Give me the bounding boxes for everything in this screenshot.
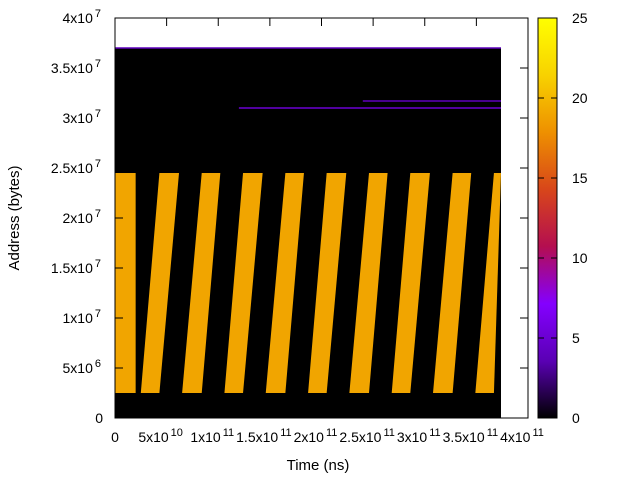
y-tick-label: 2x10 7 — [63, 208, 101, 226]
heatmap-band — [140, 173, 180, 393]
x-tick-label: 4x10 11 — [500, 427, 544, 445]
heatmap-band — [433, 173, 472, 393]
heatmap-band-edge — [115, 173, 136, 393]
heatmap-band — [475, 173, 501, 393]
y-tick-label: 1x10 7 — [63, 308, 101, 326]
y-axis: 0 5x10 6 1x10 7 1.5x10 7 2x10 7 2.5x10 7 3x10 7 3.5x1… — [51, 8, 528, 426]
x-tick-label: 3.5x10 11 — [443, 427, 498, 445]
colorbar-tick-label: 20 — [572, 90, 588, 106]
plot-area — [114, 17, 529, 419]
x-tick-label: 5x10 10 — [138, 427, 183, 445]
x-tick-label: 1x10 11 — [190, 427, 234, 445]
colorbar: 0 5 10 15 20 25 — [537, 10, 588, 426]
y-tick-label: 4x10 7 — [63, 8, 101, 26]
y-tick-label: 3.5x10 7 — [51, 58, 101, 76]
x-tick-label: 3x10 11 — [397, 427, 441, 445]
heatmap-band — [182, 173, 221, 393]
heatmap-bands — [115, 173, 501, 393]
x-tick-label: 2.5x10 11 — [339, 427, 394, 445]
y-tick-label: 2.5x10 7 — [51, 158, 101, 176]
y-tick-label: 1.5x10 7 — [51, 258, 101, 276]
y-tick-label: 5x10 6 — [63, 358, 101, 376]
colorbar-tick-label: 25 — [572, 10, 588, 26]
x-tick-label: 0 — [111, 429, 119, 445]
colorbar-ticks: 0 5 10 15 20 25 — [538, 10, 588, 426]
x-tick-label: 2x10 11 — [294, 427, 338, 445]
heatmap-band — [349, 173, 388, 393]
x-axis-label: Time (ns) — [287, 457, 350, 474]
y-tick-label: 0 — [95, 410, 103, 426]
x-tick-label: 1.5x10 11 — [236, 427, 291, 445]
heatmap-lines — [115, 47, 501, 109]
colorbar-tick-label: 5 — [572, 330, 580, 346]
heatmap-band — [391, 173, 430, 393]
heatmap-band — [308, 173, 347, 393]
colorbar-tick-label: 10 — [572, 250, 588, 266]
colorbar-tick-label: 15 — [572, 170, 588, 186]
y-tick-label: 3x10 7 — [63, 108, 101, 126]
x-axis: 0 5x10 10 1x10 11 1.5x10 11 2x10 11 2.5x10 11 3x10 1… — [111, 18, 544, 445]
colorbar-gradient — [537, 17, 558, 419]
colorbar-tick-label: 0 — [572, 410, 580, 426]
heatmap-band — [224, 173, 263, 393]
y-axis-label: Address (bytes) — [6, 165, 23, 270]
heatmap-band — [265, 173, 304, 393]
